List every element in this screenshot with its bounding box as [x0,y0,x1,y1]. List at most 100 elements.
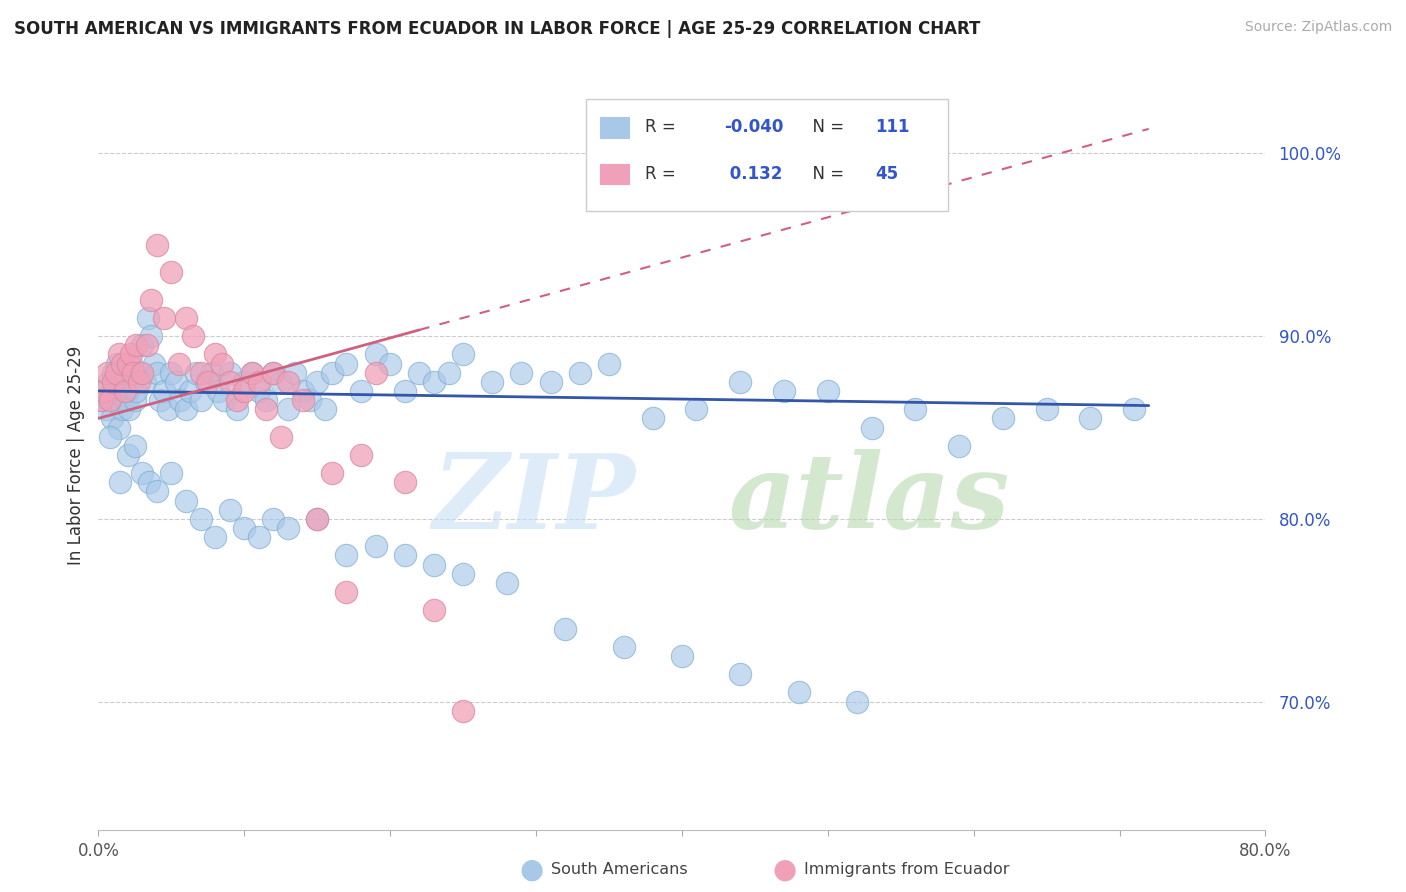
Bar [600,163,630,185]
Point [117,384,139,398]
Point [98,393,121,408]
Point [568,366,591,380]
Point [408,366,430,380]
Point [247,384,270,398]
Point [181,329,204,343]
Point [112,375,135,389]
Point [307,512,329,526]
Point [201,366,224,380]
Point [149,393,172,408]
Text: SOUTH AMERICAN VS IMMIGRANTS FROM ECUADOR IN LABOR FORCE | AGE 25-29 CORRELATION: SOUTH AMERICAN VS IMMIGRANTS FROM ECUADO… [14,20,980,37]
Point [335,585,357,599]
Point [160,265,183,279]
Point [321,466,343,480]
Point [423,375,446,389]
Point [218,375,240,389]
Point [153,310,176,325]
Point [423,603,446,617]
Point [128,366,150,380]
Point [160,366,183,380]
Point [613,640,636,654]
Point [948,439,970,453]
Point [197,375,219,389]
Point [277,521,299,535]
Point [103,384,125,398]
Point [298,393,321,408]
Point [174,493,197,508]
Point [167,357,190,371]
Text: ●: ● [772,855,797,884]
Point [93,384,115,398]
Point [1080,411,1102,425]
Point [96,366,118,380]
Point [104,366,127,380]
Point [190,512,212,526]
Point [218,366,240,380]
Point [124,439,146,453]
Point [240,366,263,380]
Point [451,566,474,581]
Point [394,475,416,490]
Point [291,384,314,398]
Point [94,402,117,417]
Point [169,393,191,408]
Point [730,667,752,681]
Point [124,393,146,408]
Point [321,366,343,380]
Point [481,375,503,389]
Point [277,402,299,417]
Point [131,338,153,352]
Point [108,420,131,434]
Point [174,310,197,325]
Point [554,622,576,636]
Point [118,402,141,417]
Text: R =: R = [644,165,681,183]
Point [641,411,664,425]
Text: 0.132: 0.132 [724,165,782,183]
Point [110,384,132,398]
Point [128,375,150,389]
Bar [600,117,630,137]
Text: Source: ZipAtlas.com: Source: ZipAtlas.com [1244,20,1392,34]
Point [991,411,1014,425]
Point [101,366,124,380]
Point [131,366,153,380]
Text: Immigrants from Ecuador: Immigrants from Ecuador [804,863,1010,877]
Point [120,357,142,371]
Point [179,384,201,398]
Point [437,366,460,380]
Text: atlas: atlas [728,450,1010,550]
Point [233,375,256,389]
Point [111,402,134,417]
Point [263,366,285,380]
Point [139,293,162,307]
Point [335,357,357,371]
Point [598,357,620,371]
Point [314,402,336,417]
Point [165,375,187,389]
Point [730,375,752,389]
Point [270,375,292,389]
Text: South Americans: South Americans [551,863,688,877]
Point [233,384,256,398]
Text: N =: N = [801,165,849,183]
Point [153,384,176,398]
Point [1123,402,1146,417]
Point [91,393,114,408]
Text: N =: N = [801,119,849,136]
Point [496,575,519,590]
Point [226,393,249,408]
Point [226,402,249,417]
Y-axis label: In Labor Force | Age 25-29: In Labor Force | Age 25-29 [66,345,84,565]
Point [307,375,329,389]
Point [114,366,136,380]
Point [160,466,183,480]
Point [263,512,285,526]
Point [787,685,810,699]
Point [190,393,212,408]
Point [98,430,121,444]
Point [685,402,707,417]
Point [146,366,169,380]
Point [451,704,474,718]
Point [394,384,416,398]
